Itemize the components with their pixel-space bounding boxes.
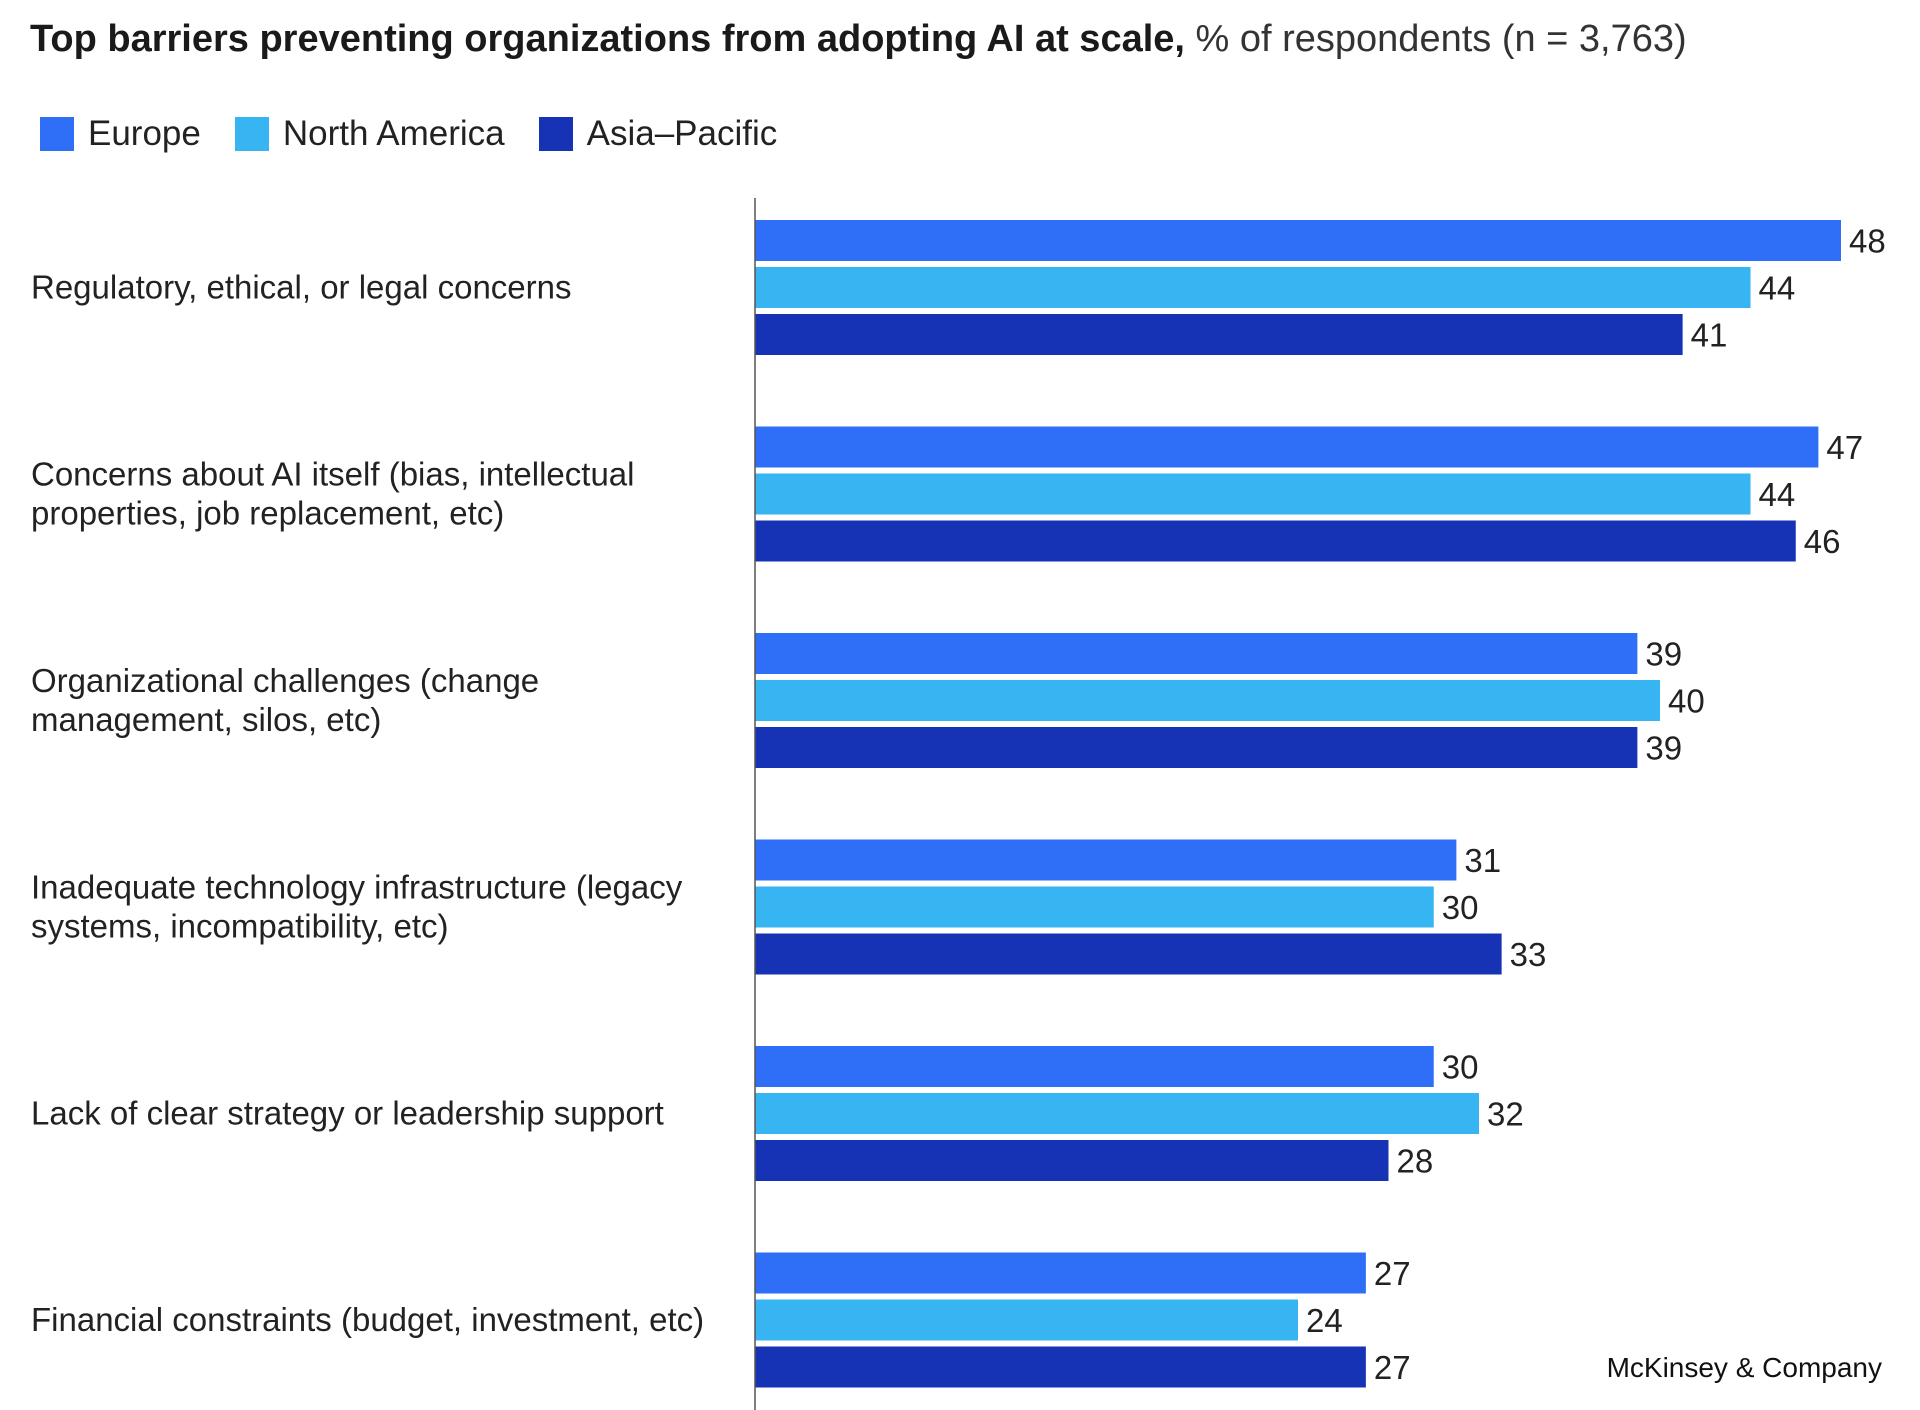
bar-north-america xyxy=(755,473,1751,515)
category-label-line: systems, incompatibility, etc) xyxy=(31,908,449,945)
value-label: 27 xyxy=(1374,1255,1411,1292)
category-label: Regulatory, ethical, or legal concerns xyxy=(31,269,572,306)
chart-legend: Europe North America Asia–Pacific xyxy=(40,114,811,154)
bar-europe xyxy=(755,633,1638,674)
bar-asia-pacific xyxy=(755,933,1502,975)
legend-swatch-north-america xyxy=(234,117,269,151)
legend-label-north-america: North America xyxy=(282,114,505,153)
bar-europe xyxy=(755,839,1457,881)
bar-north-america xyxy=(755,886,1434,928)
value-label: 46 xyxy=(1804,523,1841,560)
category-label-line: Organizational challenges (change xyxy=(31,662,539,699)
bar-asia-pacific xyxy=(755,727,1638,768)
bar-north-america xyxy=(755,1093,1479,1134)
bar-north-america xyxy=(755,680,1660,721)
chart-title-subtitle: % of respondents (n = 3,763) xyxy=(1184,18,1687,60)
value-label: 31 xyxy=(1464,842,1501,879)
bar-europe xyxy=(755,220,1841,261)
legend-item-asia-pacific: Asia–Pacific xyxy=(538,114,778,154)
value-label: 39 xyxy=(1645,636,1682,673)
value-label: 30 xyxy=(1442,1049,1479,1086)
value-label: 33 xyxy=(1510,936,1547,973)
legend-swatch-europe xyxy=(40,117,74,151)
category-label: Financial constraints (budget, investmen… xyxy=(31,1301,704,1338)
legend-label-asia-pacific: Asia–Pacific xyxy=(586,114,778,153)
category-label-line: management, silos, etc) xyxy=(31,701,381,738)
bar-north-america xyxy=(755,1299,1298,1341)
category-label-line: Lack of clear strategy or leadership sup… xyxy=(31,1095,664,1132)
value-label: 32 xyxy=(1487,1096,1524,1133)
category-label-line: properties, job replacement, etc) xyxy=(31,495,504,532)
legend-swatch-asia-pacific xyxy=(538,117,573,151)
value-label: 41 xyxy=(1691,317,1728,354)
category-label-line: Inadequate technology infrastructure (le… xyxy=(31,869,683,906)
bar-asia-pacific xyxy=(755,1140,1389,1181)
legend-item-europe: Europe xyxy=(40,114,201,154)
category-label-line: Concerns about AI itself (bias, intellec… xyxy=(31,456,635,493)
value-label: 44 xyxy=(1759,476,1796,513)
value-label: 44 xyxy=(1759,270,1796,307)
legend-label-europe: Europe xyxy=(88,114,201,153)
legend-item-north-america: North America xyxy=(234,114,505,154)
category-label: Organizational challenges (change managem… xyxy=(31,662,539,738)
bar-europe xyxy=(755,426,1819,468)
category-label: Concerns about AI itself (bias, intellec… xyxy=(31,456,635,532)
bar-europe xyxy=(755,1252,1366,1294)
value-label: 47 xyxy=(1826,429,1863,466)
category-label-line: Financial constraints (budget, investmen… xyxy=(31,1301,704,1338)
category-label: Inadequate technology infrastructure (le… xyxy=(31,869,683,945)
value-label: 30 xyxy=(1442,889,1479,926)
value-label: 39 xyxy=(1645,730,1682,767)
value-label: 24 xyxy=(1306,1302,1343,1339)
category-label-line: Regulatory, ethical, or legal concerns xyxy=(31,269,572,306)
value-label: 27 xyxy=(1374,1349,1411,1386)
bar-europe xyxy=(755,1046,1434,1087)
bar-asia-pacific xyxy=(755,520,1796,562)
bar-asia-pacific xyxy=(755,314,1683,355)
value-label: 48 xyxy=(1849,223,1886,260)
category-label: Lack of clear strategy or leadership sup… xyxy=(31,1095,664,1132)
chart-title: Top barriers preventing organizations fr… xyxy=(30,18,1687,61)
bar-north-america xyxy=(755,267,1751,308)
chart-title-bold: Top barriers preventing organizations fr… xyxy=(30,18,1185,60)
value-label: 40 xyxy=(1668,683,1705,720)
value-label: 28 xyxy=(1397,1143,1434,1180)
bar-asia-pacific xyxy=(755,1346,1366,1388)
source-credit: McKinsey & Company xyxy=(1606,1352,1882,1383)
